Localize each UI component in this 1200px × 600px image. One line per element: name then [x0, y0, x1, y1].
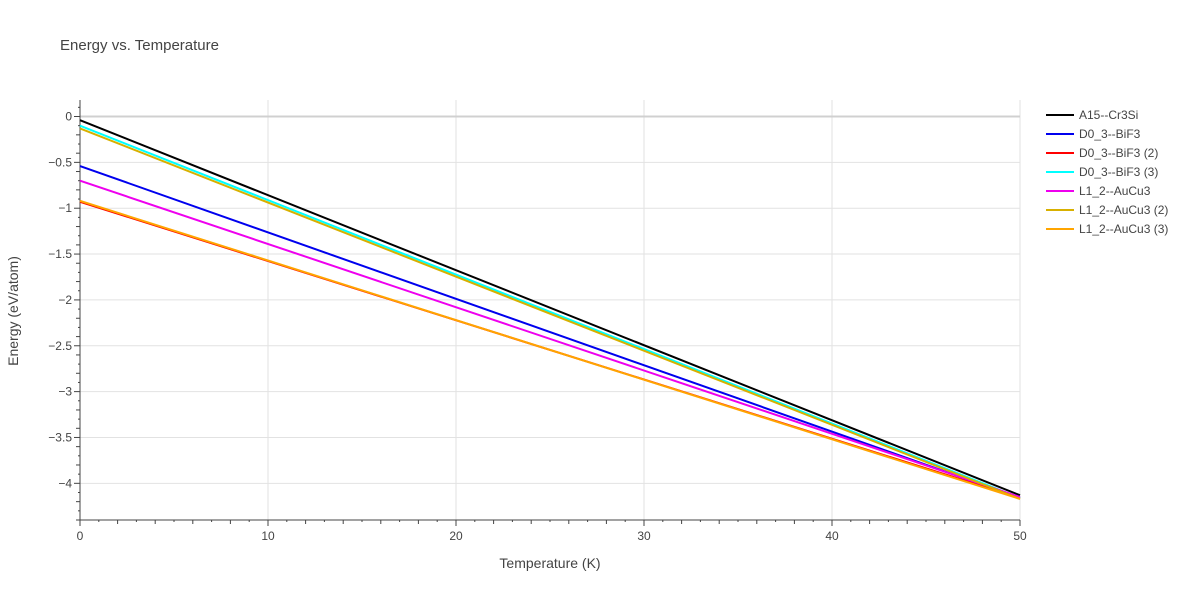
legend-item[interactable]: A15--Cr3Si — [1046, 108, 1138, 122]
y-axis-title: Energy (eV/atom) — [5, 256, 21, 366]
legend-label: L1_2--AuCu3 (3) — [1079, 222, 1168, 236]
series-line — [79, 119, 1021, 497]
legend-label: L1_2--AuCu3 — [1079, 184, 1151, 198]
x-tick-label: 50 — [1013, 529, 1027, 543]
series-line — [79, 199, 1021, 500]
legend-label: D0_3--BiF3 (3) — [1079, 165, 1158, 179]
x-tick-label: 10 — [261, 529, 275, 543]
x-tick-label: 20 — [449, 529, 463, 543]
series-line — [79, 127, 1021, 500]
axes — [79, 100, 1020, 521]
series-lines — [79, 119, 1021, 500]
x-tick-label: 30 — [637, 529, 651, 543]
legend-label: D0_3--BiF3 — [1079, 127, 1141, 141]
y-tick-label: −2.5 — [48, 339, 72, 353]
series-line — [79, 165, 1021, 499]
y-tick-label: −2 — [58, 293, 72, 307]
y-tick-label: −1.5 — [48, 247, 72, 261]
legend-item[interactable]: L1_2--AuCu3 (3) — [1046, 222, 1168, 236]
x-tick-label: 0 — [77, 529, 84, 543]
legend-label: L1_2--AuCu3 (2) — [1079, 203, 1168, 217]
legend-label: A15--Cr3Si — [1079, 108, 1138, 122]
legend-label: D0_3--BiF3 (2) — [1079, 146, 1158, 160]
chart-title: Energy vs. Temperature — [60, 37, 219, 54]
y-tick-label: −0.5 — [48, 155, 72, 169]
legend-item[interactable]: L1_2--AuCu3 (2) — [1046, 203, 1168, 217]
y-tick-label: −4 — [58, 476, 72, 490]
y-tick-label: −1 — [58, 201, 72, 215]
legend[interactable]: A15--Cr3Si D0_3--BiF3 D0_3--BiF3 (2) D0_3--… — [1046, 108, 1168, 236]
series-line — [79, 179, 1021, 499]
tick-labels: 0 10 20 30 40 50 0 −0.5 −1 −1.5 −2 −2.5 −3 −3.5 −4 — [48, 110, 1027, 543]
legend-item[interactable]: L1_2--AuCu3 — [1046, 184, 1151, 198]
series-line — [79, 124, 1021, 499]
x-tick-label: 40 — [825, 529, 839, 543]
legend-item[interactable]: D0_3--BiF3 (3) — [1046, 165, 1158, 179]
y-tick-label: −3.5 — [48, 430, 72, 444]
legend-item[interactable]: D0_3--BiF3 (2) — [1046, 146, 1158, 160]
x-axis-title: Temperature (K) — [499, 555, 600, 571]
legend-item[interactable]: D0_3--BiF3 — [1046, 127, 1141, 141]
y-tick-label: 0 — [65, 110, 72, 124]
y-tick-label: −3 — [58, 385, 72, 399]
grid — [80, 100, 1021, 520]
